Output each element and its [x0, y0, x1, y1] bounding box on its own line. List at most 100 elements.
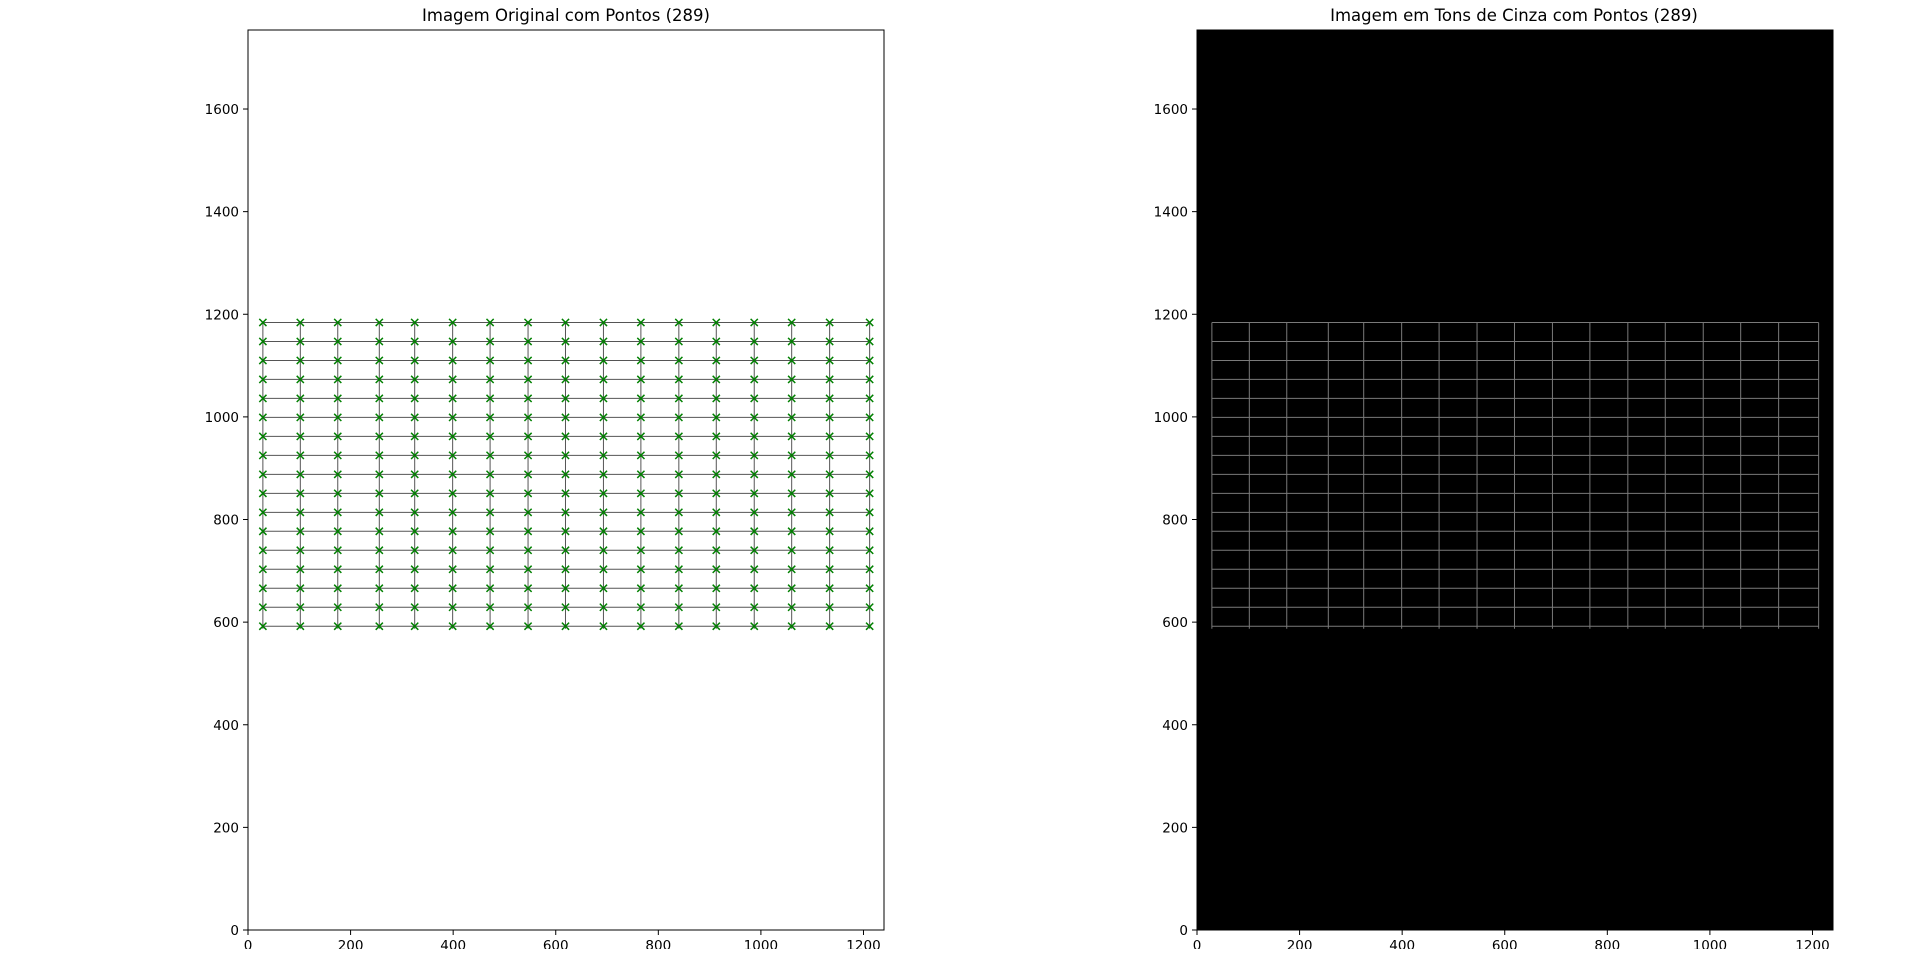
- data-point: [674, 413, 683, 422]
- data-point: [523, 432, 533, 441]
- data-point: [485, 508, 495, 517]
- data-point: [599, 508, 608, 517]
- data-point: [448, 318, 457, 327]
- data-point: [825, 432, 834, 441]
- data-point: [375, 508, 384, 517]
- y-tick-label: 200: [1162, 820, 1188, 836]
- data-point: [485, 546, 495, 555]
- data-point: [258, 489, 268, 498]
- data-point: [712, 451, 721, 460]
- data-point: [410, 603, 419, 612]
- data-point: [375, 622, 384, 631]
- data-point: [485, 527, 495, 536]
- data-point: [674, 603, 683, 612]
- data-point: [375, 584, 384, 593]
- data-point: [448, 508, 457, 517]
- data-point: [485, 584, 495, 593]
- data-point: [410, 413, 419, 422]
- data-point: [333, 432, 342, 441]
- data-point: [865, 565, 874, 574]
- data-point: [410, 394, 419, 403]
- data-point: [523, 603, 533, 612]
- data-point: [636, 546, 646, 555]
- data-point: [448, 451, 457, 460]
- data-point: [712, 432, 721, 441]
- y-axis: 0 200 400 600 800 1000 1200 1400 1600: [1154, 102, 1197, 939]
- data-point: [636, 584, 646, 593]
- data-point: [375, 489, 384, 498]
- plot-frame: [1196, 29, 1834, 931]
- data-point: [750, 318, 759, 327]
- y-tick-label: 1000: [205, 410, 239, 426]
- data-point: [712, 603, 721, 612]
- data-point: [296, 394, 305, 403]
- data-point: [712, 584, 721, 593]
- chart-title: Imagem Original com Pontos (289): [422, 6, 710, 25]
- data-point: [296, 527, 305, 536]
- data-point: [787, 470, 796, 479]
- data-point: [825, 318, 834, 327]
- data-point: [485, 432, 495, 441]
- data-point: [561, 375, 570, 384]
- data-point: [258, 565, 268, 574]
- data-point: [410, 489, 419, 498]
- x-tick-label: 1200: [1795, 938, 1829, 949]
- data-point: [333, 413, 342, 422]
- data-point: [825, 375, 834, 384]
- x-tick-label: 1000: [744, 938, 778, 949]
- data-point: [561, 337, 570, 346]
- data-point: [865, 622, 874, 631]
- data-point: [296, 451, 305, 460]
- data-point: [258, 584, 268, 593]
- data-point: [485, 413, 495, 422]
- data-point: [333, 565, 342, 574]
- data-point: [561, 565, 570, 574]
- chart-grayscale: Imagem em Tons de Cinza com Pontos (289)…: [1154, 6, 1834, 954]
- data-point: [258, 356, 268, 365]
- data-point: [410, 622, 419, 631]
- data-point: [258, 470, 268, 479]
- data-point: [599, 489, 608, 498]
- data-point: [674, 337, 683, 346]
- y-tick-label: 1200: [1154, 307, 1188, 323]
- data-point: [599, 356, 608, 365]
- data-point: [599, 584, 608, 593]
- data-point: [787, 508, 796, 517]
- data-point: [825, 489, 834, 498]
- x-tick-label: 800: [645, 938, 671, 949]
- data-point: [410, 584, 419, 593]
- data-point: [448, 413, 457, 422]
- data-point: [825, 622, 834, 631]
- data-point: [750, 356, 759, 365]
- data-point: [375, 432, 384, 441]
- data-point: [750, 394, 759, 403]
- data-point: [296, 584, 305, 593]
- y-tick-label: 1400: [1154, 205, 1188, 221]
- data-point: [750, 527, 759, 536]
- data-point: [258, 603, 268, 612]
- data-point: [636, 318, 646, 327]
- data-point: [825, 546, 834, 555]
- data-point: [523, 356, 533, 365]
- data-point: [787, 584, 796, 593]
- data-point: [674, 622, 683, 631]
- data-point: [523, 508, 533, 517]
- y-tick-label: 1600: [1154, 102, 1188, 118]
- data-point: [333, 356, 342, 365]
- data-point: [448, 584, 457, 593]
- data-point: [561, 318, 570, 327]
- data-point: [674, 318, 683, 327]
- data-point: [448, 470, 457, 479]
- data-point: [599, 394, 608, 403]
- data-point: [333, 508, 342, 517]
- data-point: [750, 413, 759, 422]
- data-point: [750, 375, 759, 384]
- data-point: [674, 546, 683, 555]
- data-point: [333, 489, 342, 498]
- y-tick-label: 1600: [205, 102, 239, 118]
- data-point: [787, 375, 796, 384]
- data-point: [599, 451, 608, 460]
- data-point: [865, 337, 874, 346]
- y-tick-label: 1000: [1154, 410, 1188, 426]
- data-point: [825, 527, 834, 536]
